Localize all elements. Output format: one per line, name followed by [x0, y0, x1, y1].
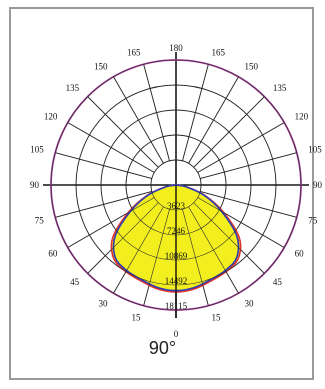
grid-spoke-overlay	[188, 76, 239, 164]
grid-spoke-overlay	[113, 206, 164, 294]
grid-spoke-overlay	[87, 96, 159, 168]
grid-spoke-overlay	[200, 191, 297, 218]
angle-tick-label-right: 150	[245, 61, 259, 71]
radial-tick-label: 14492	[165, 276, 188, 286]
radial-tick-label: 10869	[165, 251, 188, 261]
angle-tick-label-right: 135	[273, 83, 287, 93]
angle-tick-label-left: 135	[66, 83, 80, 93]
grid-spoke-overlay	[55, 191, 152, 218]
angle-tick-label-right: 45	[273, 277, 283, 287]
grid-spoke-overlay	[67, 122, 155, 173]
grid-spoke-overlay	[197, 197, 285, 248]
grid-spoke-overlay	[200, 152, 297, 179]
angle-tick-label-right: 120	[295, 112, 309, 122]
angle-tick-label-right: 15	[212, 312, 222, 322]
grid-spoke-overlay	[143, 64, 170, 161]
angle-tick-label-left: 180	[169, 43, 183, 53]
grid-spoke-overlay	[113, 76, 164, 164]
angle-tick-label-left: 75	[35, 216, 45, 226]
grid-spoke-overlay	[182, 209, 209, 306]
angle-tick-label-left: 15	[132, 312, 142, 322]
grid-spoke-overlay	[67, 197, 155, 248]
grid-spoke-overlay	[193, 202, 265, 274]
angle-tick-label-left: 0	[174, 329, 179, 339]
angle-tick-label-right: 75	[308, 216, 318, 226]
grid-spoke-overlay	[87, 202, 159, 274]
grid-spoke-overlay	[193, 96, 265, 168]
angle-tick-label-right: 30	[245, 299, 255, 309]
angle-tick-labels: 0 15 30 45 60 75 90 105 120 135 150 165 180 15 30 45 60 7…	[30, 43, 323, 339]
grid-spoke-overlay	[55, 152, 152, 179]
caption: 90°	[148, 338, 177, 358]
angle-tick-label-left: 150	[94, 61, 108, 71]
angle-tick-label-left: 45	[70, 277, 80, 287]
grid-spoke-overlay	[197, 122, 285, 173]
angle-tick-label-left: 30	[99, 299, 109, 309]
radial-tick-label: 3623	[167, 201, 186, 211]
angle-tick-label-right: 165	[212, 48, 226, 58]
angle-tick-label-left: 120	[44, 112, 58, 122]
radial-tick-labels: 3623 7246 10869 14492 18115	[165, 201, 188, 311]
grid-spoke-overlay	[188, 206, 239, 294]
distribution-curves	[50, 59, 302, 318]
radial-tick-label: 7246	[167, 226, 186, 236]
angle-tick-label-left: 105	[30, 145, 44, 155]
angle-tick-label-left: 60	[48, 249, 58, 259]
angle-tick-label-right: 60	[295, 249, 305, 259]
grid-spoke-overlay	[143, 209, 170, 306]
radial-tick-label: 18115	[165, 301, 188, 311]
grid-spoke-overlay	[182, 64, 209, 161]
angle-tick-label-left: 165	[127, 48, 141, 58]
angle-tick-label-right: 90	[313, 180, 323, 190]
angle-tick-label-left: 90	[30, 180, 40, 190]
angle-tick-label-right: 105	[308, 145, 322, 155]
